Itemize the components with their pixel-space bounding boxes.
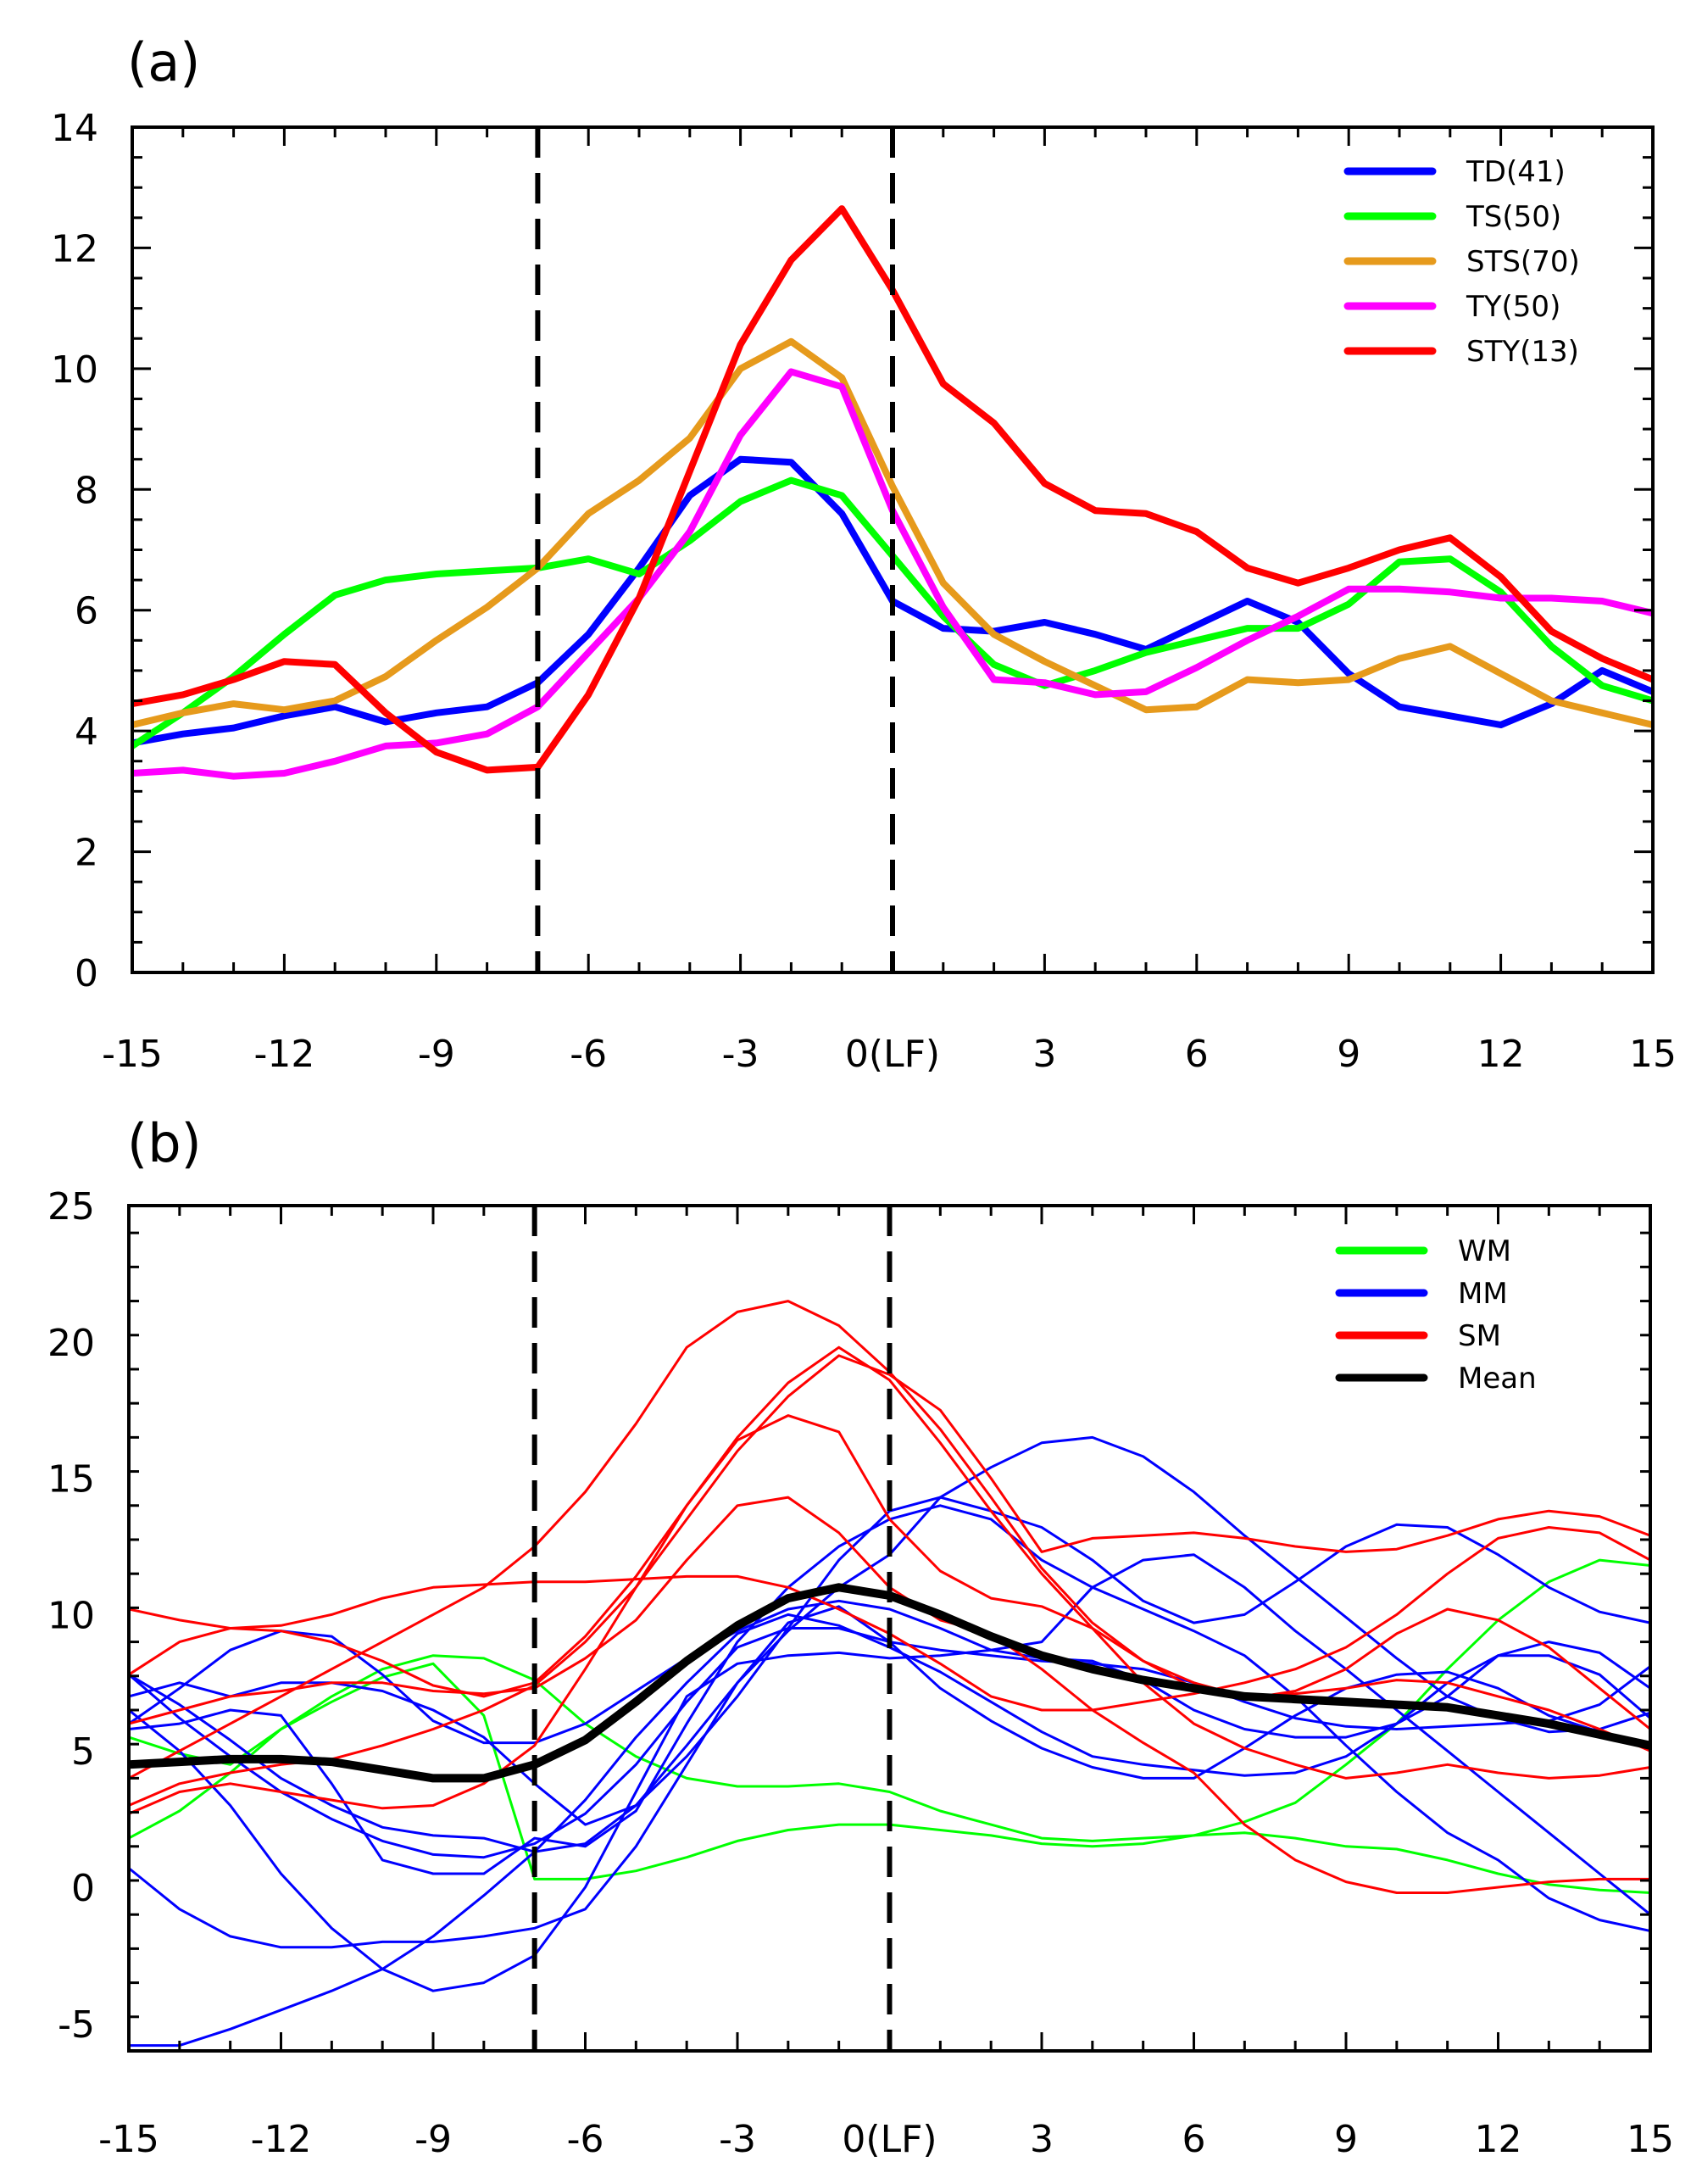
x-tick-label: -12 — [251, 2118, 312, 2161]
x-tick-label: -9 — [414, 2118, 452, 2161]
x-tick-label: 12 — [1477, 1033, 1525, 1076]
legend-label: TD(41) — [1466, 155, 1566, 189]
x-tick-label: 15 — [1627, 2118, 1674, 2161]
x-tick-label: 3 — [1032, 1033, 1056, 1076]
x-tick-label: -6 — [570, 1033, 607, 1076]
x-tick-label: -3 — [719, 2118, 756, 2161]
x-tick-label: 9 — [1334, 2118, 1358, 2161]
y-tick-label: 12 — [51, 227, 98, 270]
x-tick-label: -15 — [102, 1033, 163, 1076]
y-tick-label: 20 — [47, 1322, 95, 1365]
x-tick-label: 6 — [1182, 2118, 1206, 2161]
legend: TD(41) TS(50) STS(70) TY(50) STY(13) — [1343, 155, 1580, 369]
x-tick-label: 12 — [1475, 2118, 1522, 2161]
y-tick-label: 2 — [75, 832, 98, 875]
panel-label: (a) — [127, 31, 200, 93]
series-line-sm — [129, 1354, 1650, 1807]
y-tick-label: 8 — [75, 469, 98, 512]
legend-label: WM — [1458, 1234, 1511, 1268]
x-tick-label: 0(LF) — [842, 2118, 937, 2161]
x-tick-label: -12 — [253, 1033, 314, 1076]
x-tick-label: 0(LF) — [845, 1033, 940, 1076]
panel-label: (b) — [127, 1112, 202, 1174]
y-tick-label: 0 — [71, 1867, 95, 1910]
x-tick-label: 6 — [1185, 1033, 1209, 1076]
x-tick-label: -9 — [418, 1033, 455, 1076]
legend-label: SM — [1458, 1319, 1501, 1353]
x-tick-label: -6 — [567, 2118, 604, 2161]
x-tick-label: -3 — [722, 1033, 759, 1076]
y-tick-label: 4 — [75, 710, 98, 754]
legend: WM MM SM Mean — [1335, 1234, 1537, 1396]
x-tick-label: 15 — [1629, 1033, 1677, 1076]
y-tick-label: 6 — [75, 590, 98, 633]
legend-label: STY(13) — [1466, 335, 1579, 369]
legend-label: TS(50) — [1466, 200, 1561, 234]
legend-label: TY(50) — [1466, 290, 1560, 324]
y-tick-label: 10 — [47, 1594, 95, 1637]
y-tick-label: 14 — [51, 107, 98, 150]
x-tick-label: 9 — [1337, 1033, 1360, 1076]
y-tick-label: 5 — [71, 1730, 95, 1774]
y-tick-label: 25 — [47, 1185, 95, 1228]
series-line-mm — [129, 1553, 1650, 1992]
y-tick-label: 0 — [75, 952, 98, 995]
series-line-sts-70- — [132, 337, 1653, 728]
panel-a: (a) -15 -12 -9 -6 -3 0(LF) 3 6 9 12 15 0 2 4 6 8 10 12 14 TD… — [51, 31, 1677, 1076]
panel-b: (b) -15 -12 -9 -6 -3 0(LF) 3 6 9 12 15 -5 0 5 10 15 20 25 W… — [47, 1112, 1674, 2161]
legend-label: Mean — [1458, 1362, 1537, 1396]
series-line-sm — [129, 1414, 1650, 1815]
series-line-mm — [129, 1496, 1650, 1826]
y-tick-label: -5 — [58, 2003, 95, 2047]
series-line-wm — [129, 1654, 1650, 1894]
y-tick-label: 10 — [51, 348, 98, 392]
y-tick-label: 15 — [47, 1458, 95, 1502]
legend-label: MM — [1458, 1277, 1508, 1311]
x-tick-label: -15 — [98, 2118, 159, 2161]
legend-label: STS(70) — [1466, 245, 1580, 279]
x-tick-label: 3 — [1030, 2118, 1054, 2161]
series-line-sm — [129, 1346, 1650, 1752]
